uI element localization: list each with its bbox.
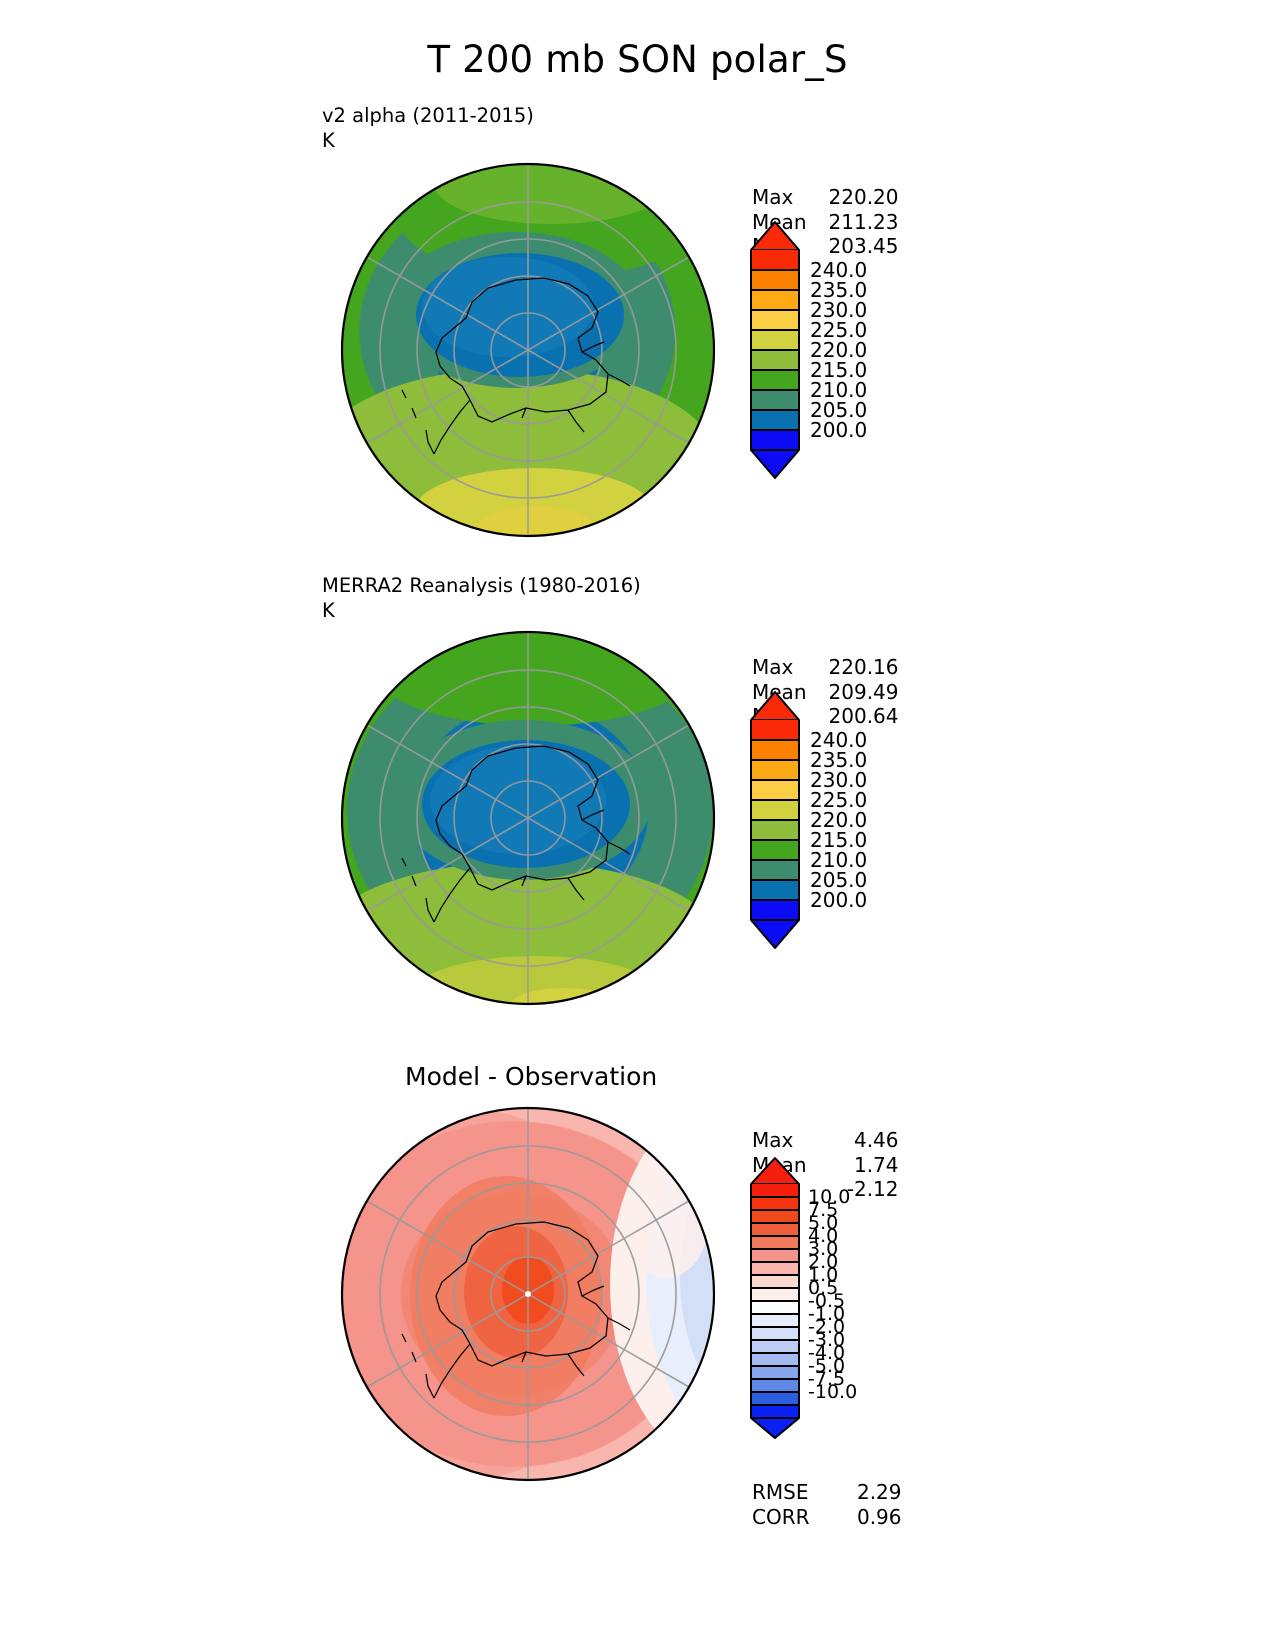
cbar-tick: 210.0 [810, 848, 868, 872]
footer-row: RMSE 2.29 [752, 1480, 902, 1505]
cbar-tick: -3.0 [808, 1329, 846, 1351]
cbar-tick: 205.0 [810, 398, 868, 422]
cbar-tick: 215.0 [810, 358, 868, 382]
cbar-tick: 215.0 [810, 828, 868, 852]
cbar-tick: -10.0 [808, 1381, 858, 1403]
cbar-tick: 4.0 [808, 1225, 839, 1247]
polar-map-observation [320, 628, 740, 1008]
difference-footer-stats: RMSE 2.29 CORR 0.96 [752, 1480, 902, 1529]
footer-label: RMSE [752, 1480, 809, 1504]
cbar-tick: 205.0 [810, 868, 868, 892]
figure-title: T 200 mb SON polar_S [427, 38, 848, 81]
stat-row: Max 4.46 [752, 1128, 899, 1153]
footer-value: 2.29 [856, 1480, 902, 1504]
cbar-tick: 2.0 [808, 1251, 839, 1273]
cbar-tick: -4.0 [808, 1342, 846, 1364]
colorbar-model [745, 216, 805, 484]
panel-model-title: v2 alpha (2011-2015) [322, 104, 534, 127]
colorbar-difference [745, 1152, 805, 1442]
stat-label: Max [752, 185, 794, 209]
cbar-tick: 235.0 [810, 748, 868, 772]
cbar-tick: -1.0 [808, 1303, 846, 1325]
footer-row: CORR 0.96 [752, 1505, 902, 1530]
cbar-tick: 225.0 [810, 788, 868, 812]
stat-value: 1.74 [853, 1152, 899, 1177]
stat-value: -2.12 [846, 1177, 899, 1201]
cbar-tick: 0.5 [808, 1277, 839, 1299]
cbar-tick: -5.0 [808, 1355, 846, 1377]
cbar-tick: -2.0 [808, 1316, 846, 1338]
cbar-tick: 230.0 [810, 298, 868, 322]
panel-difference-title: Model - Observation [405, 1062, 658, 1091]
cbar-tick: 10.0 [808, 1186, 851, 1208]
footer-label: CORR [752, 1504, 810, 1529]
cbar-tick: 5.0 [808, 1212, 839, 1234]
stat-value: 220.16 [828, 655, 899, 679]
polar-map-difference [320, 1104, 740, 1484]
cbar-tick: 220.0 [810, 808, 868, 832]
cbar-tick: 220.0 [810, 338, 868, 362]
stat-value: 200.64 [828, 704, 899, 728]
cbar-tick: 210.0 [810, 378, 868, 402]
stat-label: Max [752, 1128, 794, 1152]
panel-observation-units: K [322, 599, 335, 622]
stat-row: Max 220.20 [752, 185, 899, 210]
stat-value: 203.45 [828, 234, 899, 258]
polar-map-model [320, 160, 740, 540]
cbar-tick: 230.0 [810, 768, 868, 792]
panel-observation-title: MERRA2 Reanalysis (1980-2016) [322, 574, 641, 597]
stat-value: 209.49 [828, 679, 899, 704]
cbar-tick: 240.0 [810, 728, 868, 752]
cbar-tick: 225.0 [810, 318, 868, 342]
stat-row: Max 220.16 [752, 655, 899, 680]
cbar-tick: 1.0 [808, 1264, 839, 1286]
colorbar-observation [745, 686, 805, 954]
cbar-tick: 200.0 [810, 888, 868, 912]
cbar-tick: 200.0 [810, 418, 868, 442]
stat-value: 220.20 [828, 185, 899, 209]
cbar-tick: 235.0 [810, 278, 868, 302]
cbar-tick: 7.5 [808, 1199, 839, 1221]
stat-value: 211.23 [828, 209, 899, 234]
stat-label: Max [752, 655, 794, 679]
footer-value: 0.96 [856, 1504, 902, 1529]
cbar-tick: 3.0 [808, 1238, 839, 1260]
panel-model-units: K [322, 129, 335, 152]
cbar-tick: 240.0 [810, 258, 868, 282]
cbar-tick: -7.5 [808, 1368, 846, 1390]
cbar-tick: -0.5 [808, 1290, 846, 1312]
stat-value: 4.46 [853, 1128, 899, 1152]
